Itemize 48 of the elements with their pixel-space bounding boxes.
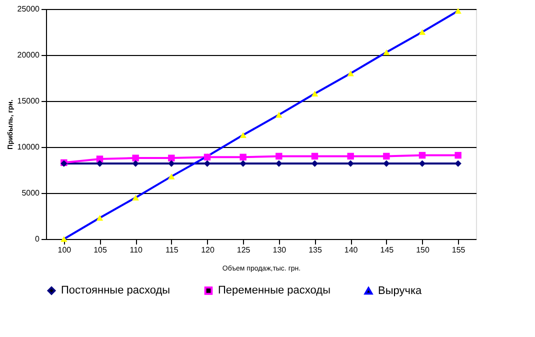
point bbox=[132, 154, 139, 162]
legend-label: Переменные расходы bbox=[218, 284, 331, 297]
point bbox=[454, 152, 462, 159]
point bbox=[168, 154, 175, 162]
y-tick-label: 0 bbox=[35, 234, 40, 244]
x-tick-label: 135 bbox=[308, 246, 322, 254]
point bbox=[418, 152, 426, 159]
x-tick-label: 125 bbox=[236, 246, 251, 254]
x-tick-label: 100 bbox=[58, 246, 72, 254]
point bbox=[240, 132, 246, 138]
x-tick-label: 150 bbox=[416, 246, 430, 254]
x-tick-label: 120 bbox=[201, 246, 215, 254]
y-tick-label: 10000 bbox=[17, 142, 40, 152]
point bbox=[276, 112, 282, 118]
x-tick-label: 130 bbox=[272, 246, 287, 254]
point bbox=[311, 152, 318, 160]
x-tick-label: 145 bbox=[380, 246, 394, 254]
y-tick-label: 5000 bbox=[22, 188, 40, 198]
x-tick-label: 110 bbox=[130, 246, 144, 254]
point bbox=[383, 152, 390, 160]
point bbox=[347, 152, 354, 160]
point bbox=[311, 90, 318, 97]
x-tick-label: 140 bbox=[344, 246, 358, 254]
x-tick-label: 155 bbox=[452, 246, 466, 254]
y-tick-label: 15000 bbox=[17, 96, 40, 106]
point bbox=[454, 160, 462, 167]
legend-label: Постоянные расходы bbox=[61, 284, 170, 297]
point bbox=[383, 49, 390, 56]
point bbox=[168, 160, 175, 167]
point bbox=[276, 160, 282, 167]
point bbox=[96, 214, 104, 221]
point bbox=[132, 160, 139, 167]
point bbox=[383, 160, 390, 167]
point bbox=[454, 8, 462, 14]
point bbox=[347, 160, 354, 167]
x-tick-label: 105 bbox=[94, 246, 108, 254]
point bbox=[347, 70, 354, 76]
legend-label: Выручка bbox=[378, 284, 423, 297]
x-tick-label: 115 bbox=[166, 246, 179, 254]
y-tick-label: 20000 bbox=[17, 50, 40, 60]
point bbox=[60, 236, 68, 242]
point bbox=[418, 29, 426, 35]
point bbox=[132, 194, 139, 201]
point bbox=[240, 154, 246, 160]
point bbox=[240, 160, 246, 167]
point bbox=[276, 152, 282, 160]
point bbox=[168, 174, 175, 180]
y-tick-label: 25000 bbox=[17, 4, 40, 14]
